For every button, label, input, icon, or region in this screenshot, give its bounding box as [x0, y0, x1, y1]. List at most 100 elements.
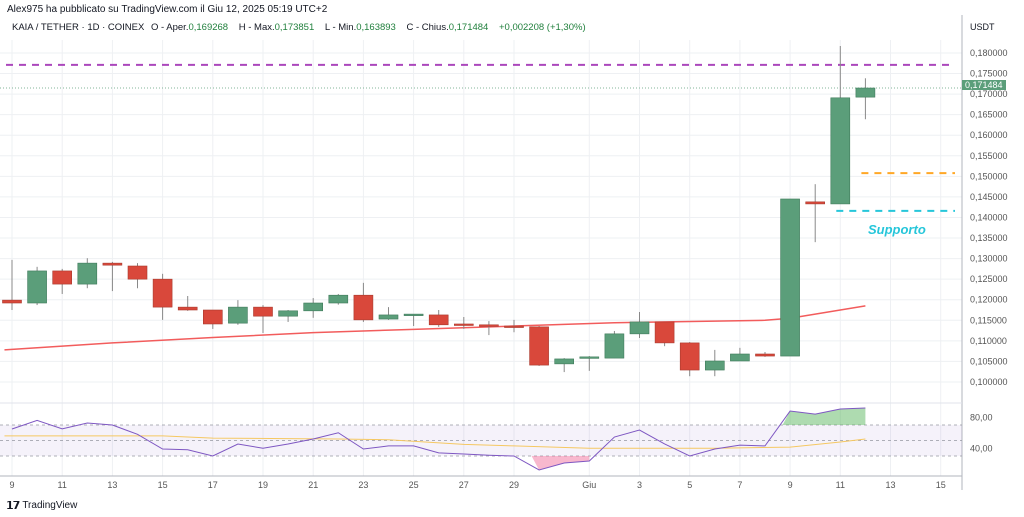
currency-label: USDT — [970, 22, 995, 32]
close-label: C - Chius. — [406, 22, 449, 33]
time-tick-label: 27 — [459, 480, 469, 490]
time-tick-label: 15 — [158, 480, 168, 490]
candle — [830, 46, 851, 205]
candle-body — [177, 306, 198, 311]
candle — [77, 258, 98, 289]
price-tick-label: 0,110000 — [970, 336, 1007, 346]
candle — [479, 321, 499, 336]
candle — [504, 319, 524, 333]
price-tick-label: 0,135000 — [970, 233, 1008, 243]
time-tick-label: 13 — [107, 480, 117, 490]
candle — [328, 293, 349, 305]
high-label: H - Max. — [238, 22, 275, 33]
candle — [203, 309, 223, 329]
candle — [730, 347, 750, 362]
candle-body — [479, 324, 499, 327]
rsi-overbought-fill — [782, 407, 866, 425]
moving-average-line — [4, 305, 866, 351]
rsi-ma-line — [4, 435, 866, 449]
candle-body — [730, 353, 750, 362]
price-tick-label: 0,130000 — [970, 254, 1008, 264]
candle-body — [604, 333, 625, 359]
candle-body — [2, 299, 22, 304]
candle — [428, 310, 449, 327]
candle-body — [529, 326, 549, 366]
candle-body — [77, 262, 98, 285]
open-label: O - Aper. — [150, 22, 189, 33]
time-tick-label: 9 — [9, 480, 14, 490]
tradingview-logo-icon: 𝟭𝟳 — [6, 500, 20, 512]
candle — [704, 349, 725, 377]
candle — [303, 298, 324, 318]
rsi-oversold-fill — [531, 456, 590, 470]
price-tick-label: 0,160000 — [970, 130, 1008, 140]
candle-body — [780, 198, 800, 357]
time-tick-label: 13 — [885, 480, 895, 490]
publish-info: Alex975 ha pubblicato su TradingView.com… — [7, 4, 328, 15]
time-tick-label: 19 — [258, 480, 268, 490]
candle-body — [504, 325, 524, 328]
candle-body — [453, 323, 474, 326]
candle-body — [102, 262, 123, 266]
price-tick-label: 0,115000 — [970, 315, 1007, 325]
support-label: Supporto — [868, 222, 926, 237]
price-tick-label: 0,170000 — [970, 89, 1008, 99]
price-tick-label: 0,165000 — [970, 110, 1008, 120]
time-tick-label: 3 — [637, 480, 642, 490]
time-tick-label: 11 — [58, 480, 67, 490]
price-tick-label: 0,125000 — [970, 274, 1008, 284]
candle-body — [579, 356, 600, 359]
time-tick-label: 25 — [409, 480, 419, 490]
candle — [2, 259, 22, 310]
price-tick-label: 0,140000 — [970, 212, 1008, 222]
low-label: L - Min. — [324, 22, 357, 33]
candle-body — [855, 87, 876, 98]
time-tick-label: Giu — [582, 480, 596, 490]
candle — [177, 296, 198, 311]
time-tick-label: 29 — [509, 480, 519, 490]
candle-body — [127, 265, 148, 280]
candle-body — [27, 270, 47, 304]
price-tick-label: 0,100000 — [970, 377, 1008, 387]
candle-body — [830, 97, 851, 205]
open-value: 0,169268 — [188, 22, 229, 33]
candle-body — [704, 360, 725, 371]
price-tick-label: 0,145000 — [970, 192, 1008, 202]
candle-body — [52, 270, 73, 285]
candle — [378, 307, 399, 320]
candle — [27, 266, 47, 306]
close-value: 0,171484 — [448, 22, 489, 33]
candle-body — [403, 313, 424, 316]
candle — [403, 313, 424, 327]
candle — [755, 351, 775, 357]
brand-name[interactable]: TradingView — [22, 500, 78, 511]
candle-body — [428, 314, 449, 326]
candle-body — [629, 321, 650, 335]
high-value: 0,173851 — [274, 22, 315, 33]
candle-body — [152, 278, 173, 308]
candle — [127, 263, 148, 289]
rsi-line — [11, 407, 866, 471]
price-tick-label: 0,150000 — [970, 171, 1008, 181]
symbol-label[interactable]: KAIA / TETHER · 1D · COINEX — [12, 22, 145, 33]
time-tick-label: 17 — [208, 480, 218, 490]
ohlc-legend: KAIA / TETHER · 1D · COINEX O - Aper.0,1… — [12, 22, 590, 33]
time-tick-label: 21 — [308, 480, 318, 490]
time-tick-label: 11 — [836, 480, 845, 490]
candle-body — [353, 294, 374, 321]
candle — [654, 321, 675, 347]
candle — [679, 342, 700, 377]
candle — [805, 184, 826, 243]
candle-body — [328, 294, 349, 304]
candle — [353, 282, 374, 322]
candle — [228, 300, 248, 325]
last-price-badge: 0,171484 — [962, 80, 1006, 90]
candle-body — [679, 342, 700, 371]
candle-body — [554, 358, 575, 365]
time-tick-label: 23 — [358, 480, 368, 490]
candle — [529, 326, 549, 366]
candle-body — [253, 306, 273, 317]
candle-body — [278, 310, 298, 317]
price-tick-label: 0,155000 — [970, 151, 1008, 161]
